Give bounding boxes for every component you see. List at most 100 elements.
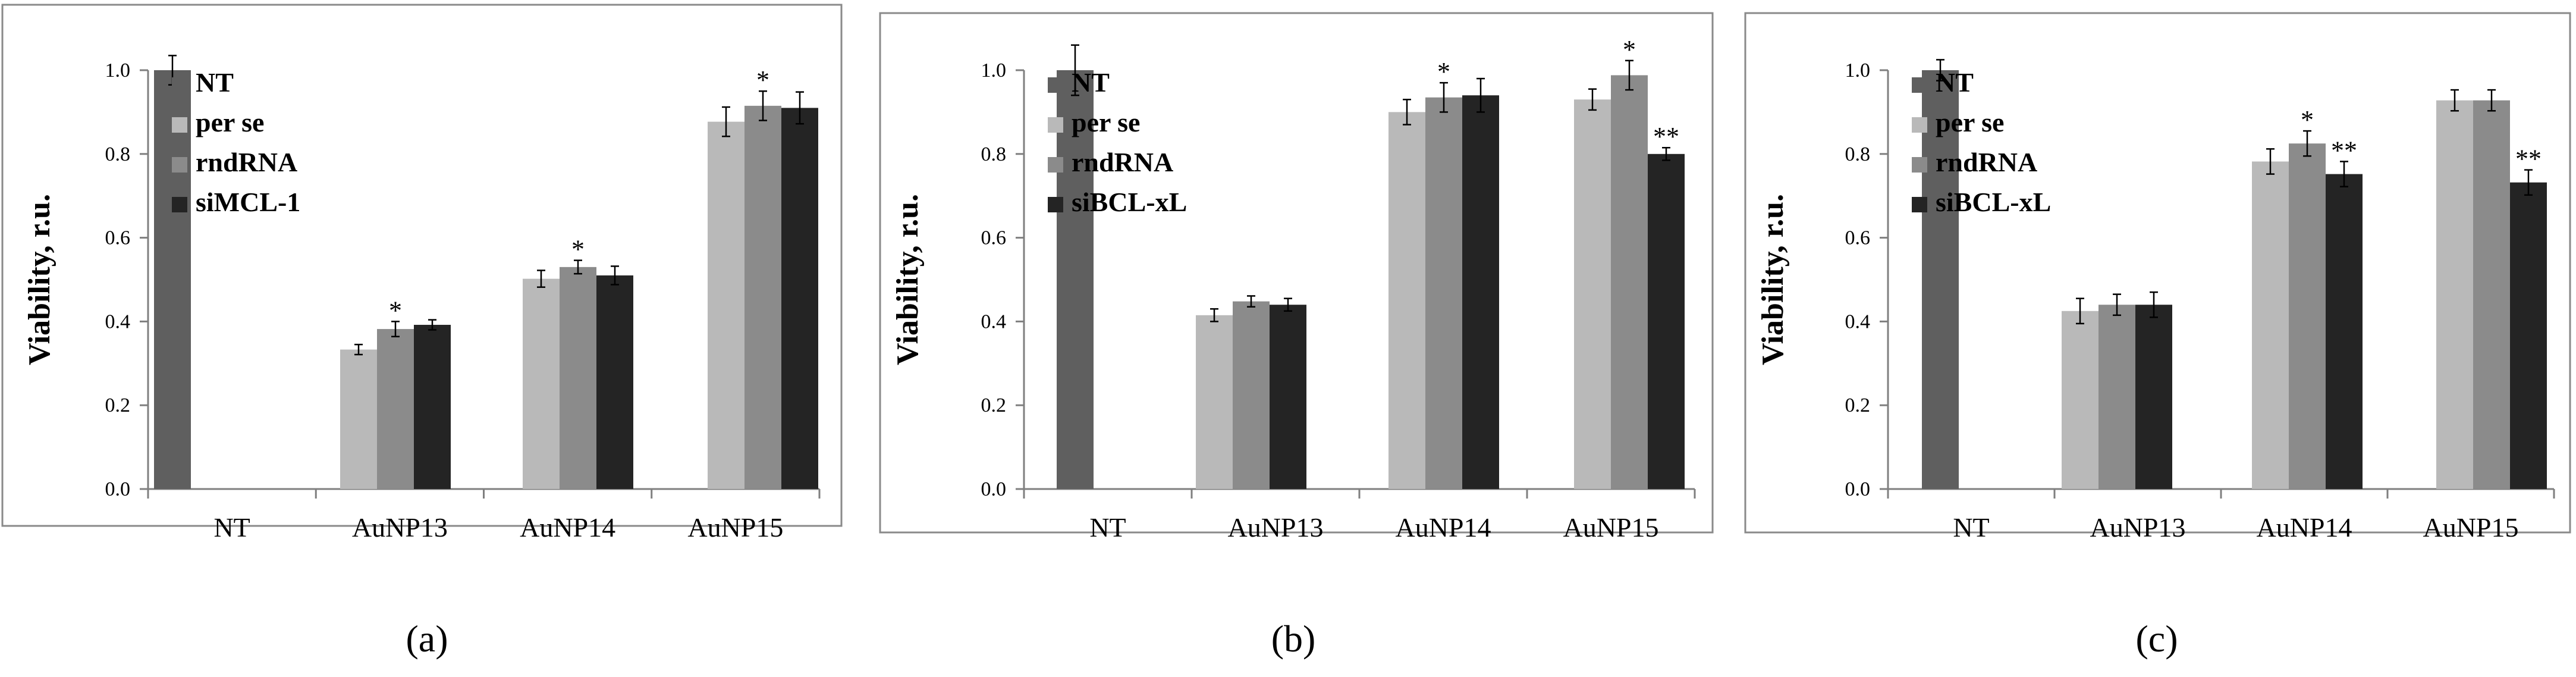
y-tick-label: 1.0 xyxy=(105,59,131,82)
legend-entry: NT xyxy=(1072,67,1110,98)
x-tick-label: AuNP15 xyxy=(687,512,783,543)
y-tick-label: 0.2 xyxy=(981,394,1007,416)
x-tick-label: AuNP15 xyxy=(2423,512,2518,543)
y-tick-label: 0.4 xyxy=(1845,311,1871,333)
legend-swatch xyxy=(1912,77,1927,93)
panel-frame xyxy=(1744,12,2571,534)
y-tick-label: 0.6 xyxy=(105,227,131,249)
panel-label: (b) xyxy=(1271,618,1316,660)
significance-marker: * xyxy=(571,235,585,264)
bar xyxy=(1425,97,1462,489)
panel-frame xyxy=(879,12,1714,534)
y-tick-label: 0.0 xyxy=(981,478,1007,500)
legend-swatch xyxy=(172,197,187,212)
bar xyxy=(1648,153,1685,489)
bar xyxy=(708,121,744,490)
legend-swatch xyxy=(172,157,187,173)
bar xyxy=(2473,100,2510,490)
chart-panel-2: 0.0 0.2 0.4 0.6 0.8 1.0 Viability, r.u. NT AuNP1… xyxy=(879,12,1714,660)
x-tick-label: AuNP13 xyxy=(352,512,448,543)
legend-swatch xyxy=(172,117,187,133)
y-tick-label: 0.4 xyxy=(981,311,1007,333)
x-tick-label: NT xyxy=(213,512,250,543)
y-tick-label: 0.6 xyxy=(981,227,1007,249)
significance-marker: ** xyxy=(1653,122,1679,151)
legend-entry: per se xyxy=(1072,107,1140,137)
significance-marker: ** xyxy=(2331,136,2357,165)
y-tick-label: 0.8 xyxy=(981,143,1007,165)
bar xyxy=(2510,182,2547,489)
panel-label: (a) xyxy=(406,618,448,660)
bar xyxy=(1611,75,1648,489)
legend-swatch xyxy=(1048,157,1063,173)
y-tick-label: 0.2 xyxy=(1845,394,1871,416)
chart-panel-1: 0.0 0.2 0.4 0.6 0.8 1.0 Viability, r.u. NT AuNP1… xyxy=(1,4,843,660)
legend-entry: per se xyxy=(1936,107,2004,137)
bar xyxy=(781,108,818,490)
x-tick-label: NT xyxy=(1953,512,1989,543)
bar xyxy=(2289,143,2326,489)
y-axis-label: Viability, r.u. xyxy=(23,194,56,365)
x-tick-label: AuNP13 xyxy=(2090,512,2185,543)
significance-marker: * xyxy=(756,65,769,95)
significance-marker: * xyxy=(1437,57,1450,86)
x-tick-label: AuNP15 xyxy=(1563,512,1658,543)
y-tick-label: 0.4 xyxy=(105,311,131,333)
legend-swatch xyxy=(1912,117,1927,133)
y-tick-label: 0.8 xyxy=(105,143,131,165)
legend-swatch xyxy=(1048,117,1063,133)
legend-entry: per se xyxy=(196,107,264,137)
legend-swatch xyxy=(1912,157,1927,173)
bar xyxy=(560,267,596,489)
bar xyxy=(1388,112,1425,489)
legend-entry: NT xyxy=(196,67,234,98)
bar xyxy=(596,275,633,489)
bar xyxy=(2135,305,2172,489)
legend-entry: rndRNA xyxy=(1072,147,1173,177)
y-tick-label: 0.8 xyxy=(1845,143,1871,165)
chart-panel-3: 0.0 0.2 0.4 0.6 0.8 1.0 Viability, r.u. NT AuNP1… xyxy=(1744,12,2571,660)
bar xyxy=(1270,305,1306,489)
bar xyxy=(340,349,377,489)
bar xyxy=(414,325,451,489)
x-tick-label: AuNP14 xyxy=(1395,512,1491,543)
panel-label: (c) xyxy=(2135,618,2178,660)
x-tick-label: NT xyxy=(1089,512,1126,543)
legend-entry: siBCL-xL xyxy=(1072,187,1187,217)
bar xyxy=(1922,70,1959,489)
x-tick-label: AuNP13 xyxy=(1227,512,1323,543)
y-axis-label: Viability, r.u. xyxy=(1756,194,1790,365)
legend-swatch xyxy=(1048,77,1063,93)
significance-marker: * xyxy=(1623,35,1636,64)
y-tick-label: 0.6 xyxy=(1845,227,1871,249)
panel-frame xyxy=(1,4,843,527)
legend-swatch xyxy=(1048,197,1063,212)
y-tick-label: 1.0 xyxy=(981,59,1007,82)
significance-marker: * xyxy=(2301,105,2314,134)
legend-swatch xyxy=(1912,197,1927,212)
bar xyxy=(2252,161,2289,489)
legend-entry: rndRNA xyxy=(1936,147,2037,177)
legend-entry: NT xyxy=(1936,67,1974,98)
bar xyxy=(2062,311,2099,489)
bar xyxy=(2326,174,2363,489)
y-axis-label: Viability, r.u. xyxy=(891,194,925,365)
bar xyxy=(1233,301,1270,489)
bar xyxy=(1462,95,1499,490)
significance-marker: * xyxy=(389,296,402,325)
legend-entry: siMCL-1 xyxy=(196,187,300,217)
y-tick-label: 0.2 xyxy=(105,394,131,416)
legend-entry: rndRNA xyxy=(196,147,297,177)
bar xyxy=(1057,70,1094,489)
bar xyxy=(154,70,191,489)
bar xyxy=(523,278,560,489)
bar xyxy=(1574,99,1611,489)
significance-marker: ** xyxy=(2515,145,2542,174)
legend-swatch xyxy=(172,77,187,93)
y-tick-label: 0.0 xyxy=(105,478,131,500)
y-tick-label: 0.0 xyxy=(1845,478,1871,500)
x-tick-label: AuNP14 xyxy=(2256,512,2352,543)
bar xyxy=(377,329,414,489)
bar xyxy=(744,105,781,490)
